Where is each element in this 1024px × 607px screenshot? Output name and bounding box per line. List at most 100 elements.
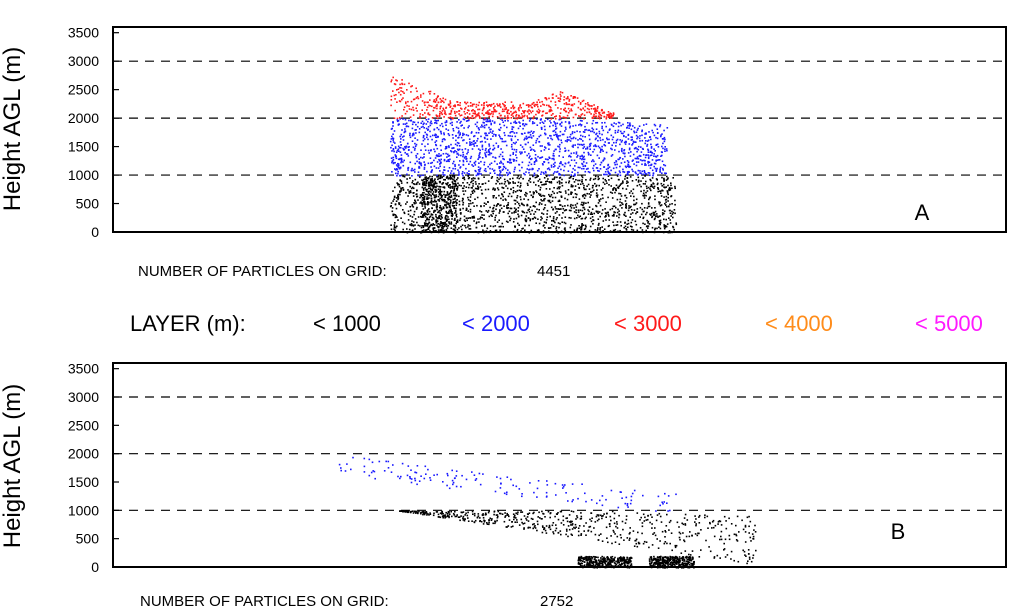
- particle-point: [547, 144, 550, 146]
- particle-point: [414, 178, 417, 181]
- particle-point: [626, 177, 629, 179]
- particle-point: [555, 218, 558, 221]
- particle-point: [674, 187, 676, 190]
- particle-point: [393, 198, 395, 201]
- particle-point: [539, 134, 542, 137]
- particle-point: [514, 225, 516, 227]
- particle-point: [418, 165, 420, 168]
- particle-point: [540, 119, 542, 121]
- particle-point: [431, 161, 433, 164]
- particle-point: [422, 189, 425, 191]
- particle-point: [514, 110, 517, 113]
- particle-point: [463, 139, 465, 141]
- particle-point: [435, 144, 438, 147]
- particle-point: [444, 517, 446, 519]
- particle-point: [618, 563, 621, 566]
- particle-point: [504, 115, 506, 117]
- particle-point: [625, 559, 627, 561]
- particle-point: [564, 229, 567, 231]
- particle-point: [628, 123, 631, 126]
- particle-point: [623, 135, 625, 137]
- particle-point: [447, 133, 450, 135]
- particle-point: [548, 168, 551, 171]
- particle-point: [458, 164, 460, 166]
- particle-point: [546, 168, 549, 170]
- particle-point: [498, 155, 501, 158]
- particle-point: [459, 102, 461, 104]
- particle-point: [450, 221, 453, 223]
- particle-point: [658, 226, 660, 228]
- particle-point: [464, 155, 467, 158]
- particle-point: [536, 176, 538, 178]
- particle-point: [615, 139, 618, 142]
- particle-point: [583, 208, 586, 211]
- particle-point: [647, 148, 649, 151]
- particle-point: [590, 191, 592, 194]
- particle-point: [541, 231, 543, 233]
- particle-point: [476, 145, 478, 147]
- particle-point: [590, 530, 593, 533]
- particle-point: [472, 185, 474, 187]
- particle-point: [668, 521, 671, 524]
- particle-point: [748, 515, 750, 518]
- particle-point: [460, 511, 463, 514]
- particle-point: [436, 107, 438, 110]
- particle-point: [462, 201, 465, 204]
- particle-point: [665, 195, 668, 198]
- particle-point: [409, 511, 412, 514]
- particle-point: [657, 188, 660, 190]
- particle-point: [530, 149, 532, 151]
- particle-point: [571, 185, 574, 188]
- particle-point: [575, 151, 578, 153]
- particle-point: [662, 142, 664, 145]
- particle-point: [663, 180, 665, 182]
- particle-point: [742, 549, 744, 552]
- particle-point: [531, 122, 534, 125]
- particle-point: [635, 134, 638, 137]
- particle-point: [472, 177, 475, 179]
- particle-point: [474, 187, 477, 190]
- particle-point: [651, 177, 654, 179]
- particle-point: [423, 214, 426, 217]
- particle-point: [483, 231, 485, 234]
- particle-point: [657, 132, 659, 134]
- particle-point: [422, 125, 424, 128]
- particle-point: [439, 124, 442, 127]
- particle-point: [630, 221, 633, 224]
- particle-point: [604, 178, 606, 181]
- particle-point: [559, 204, 561, 206]
- particle-point: [452, 105, 455, 107]
- particle-point: [457, 516, 460, 518]
- particle-point: [572, 196, 575, 199]
- particle-point: [451, 121, 453, 124]
- particle-point: [496, 204, 498, 206]
- particle-point: [460, 125, 462, 127]
- particle-point: [461, 197, 464, 200]
- particle-point: [582, 213, 585, 215]
- particle-point: [403, 131, 406, 134]
- particle-point: [570, 174, 572, 176]
- particle-point: [423, 197, 425, 199]
- particle-point: [617, 131, 619, 133]
- particle-point: [418, 167, 420, 169]
- particle-point: [487, 165, 489, 168]
- particle-point: [417, 199, 419, 201]
- particle-point: [412, 133, 414, 135]
- particle-point: [611, 558, 614, 560]
- particle-point: [524, 219, 527, 221]
- particle-point: [606, 138, 609, 141]
- particle-point: [694, 521, 696, 523]
- particle-point: [416, 153, 419, 155]
- particle-point: [412, 510, 414, 512]
- particle-point: [644, 231, 647, 233]
- particle-point: [401, 136, 404, 138]
- particle-point: [456, 178, 458, 181]
- particle-point: [601, 125, 603, 128]
- particle-point: [525, 517, 527, 520]
- particle-point: [518, 107, 520, 109]
- particle-point: [556, 181, 559, 184]
- particle-point: [596, 519, 599, 522]
- particle-point: [582, 131, 585, 133]
- particle-point: [449, 178, 452, 180]
- particle-point: [558, 180, 561, 182]
